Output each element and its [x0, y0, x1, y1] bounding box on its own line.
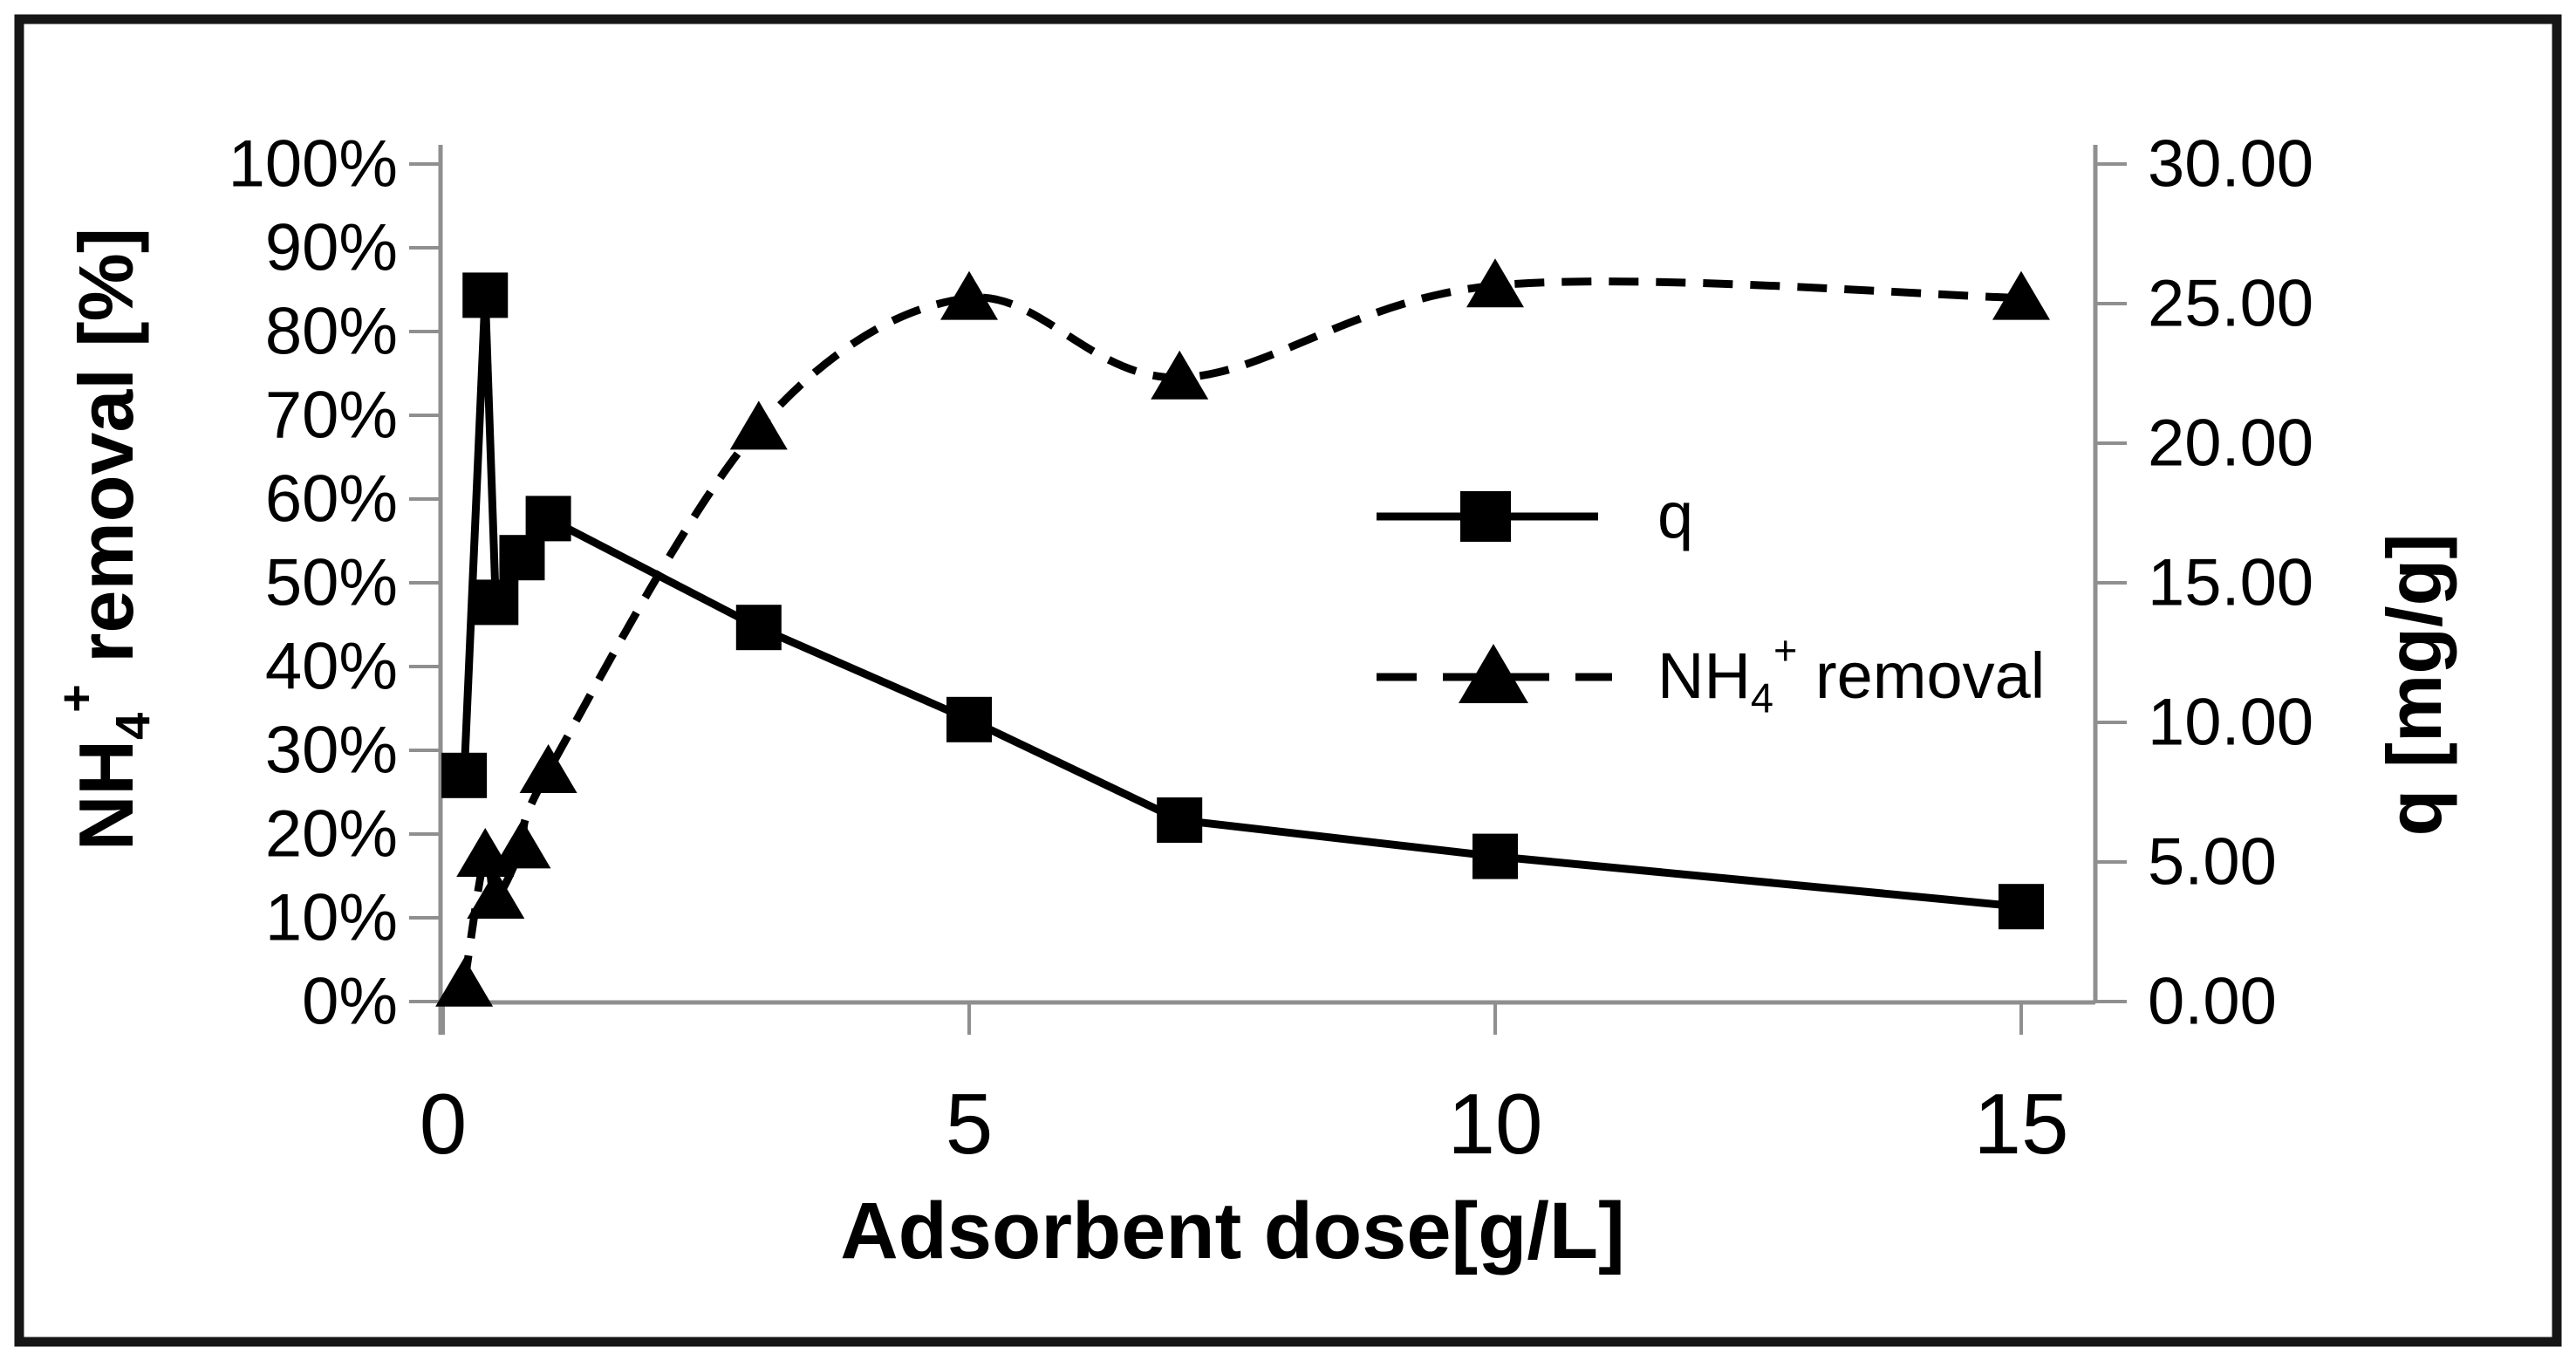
- left-tick-label: 90%: [265, 211, 398, 285]
- q-marker: [1472, 833, 1518, 879]
- removal-marker: [435, 957, 494, 1007]
- x-axis-title: Adsorbent dose[g/L]: [840, 1187, 1625, 1276]
- removal-marker: [467, 870, 525, 919]
- left-tick-label: 100%: [229, 127, 398, 202]
- q-marker: [946, 696, 992, 742]
- right-tick-label: 30.00: [2148, 127, 2313, 202]
- q-line: [460, 295, 2022, 911]
- removal-marker: [940, 270, 998, 320]
- ticks-group: [409, 162, 2127, 1035]
- removal-marker: [519, 744, 577, 793]
- label-part: 4: [105, 713, 160, 740]
- left-tick-label: 10%: [265, 881, 398, 955]
- label-part: removal: [1797, 639, 2045, 712]
- right-tick-label: 0.00: [2148, 965, 2277, 1039]
- legend-item-q: q: [1377, 479, 1693, 551]
- right-tick-label: 10.00: [2148, 686, 2313, 760]
- removal-marker: [1151, 350, 1209, 400]
- label-part: q: [1657, 479, 1693, 551]
- label-part: 4: [1751, 674, 1773, 721]
- legend-triangle-marker-icon: [1459, 644, 1528, 703]
- label-part: NH: [1657, 639, 1751, 712]
- q-marker: [525, 496, 571, 542]
- right-tick-label: 20.00: [2148, 407, 2313, 481]
- legend-square-marker-icon: [1460, 491, 1511, 542]
- left-tick-label: 0%: [302, 965, 398, 1039]
- left-tick-label: 20%: [265, 797, 398, 872]
- right-tick-label: 15.00: [2148, 546, 2313, 620]
- left-tick-label: 70%: [265, 379, 398, 453]
- right-tick-label: 25.00: [2148, 267, 2313, 341]
- x-tick-label: 15: [1973, 1076, 2068, 1172]
- x-tick-label: 10: [1447, 1076, 1542, 1172]
- q-marker: [473, 579, 519, 626]
- removal-marker: [1992, 270, 2050, 320]
- legend-label: NH4+ removal: [1657, 627, 2045, 722]
- left-tick-label: 80%: [265, 295, 398, 369]
- left-tick-label: 50%: [265, 546, 398, 620]
- q-marker: [499, 535, 545, 581]
- left-tick-label: 40%: [265, 630, 398, 704]
- left-axis-title: NH4+ removal [%]: [48, 228, 160, 851]
- axes-group: [438, 145, 2098, 1035]
- removal-marker: [493, 819, 551, 869]
- label-part: +: [1773, 627, 1797, 674]
- q-marker: [441, 752, 488, 798]
- legend-label: q: [1657, 479, 1693, 551]
- x-tick-label: 0: [420, 1076, 468, 1172]
- series-q: [441, 272, 2044, 930]
- removal-marker: [1466, 258, 1524, 308]
- q-marker: [735, 605, 782, 651]
- label-part: +: [48, 684, 103, 713]
- removal-marker: [729, 400, 788, 450]
- right-axis-title: q [mg/g]: [2371, 533, 2457, 836]
- label-part: removal [%]: [63, 228, 149, 684]
- series-removal: [435, 258, 2050, 1007]
- legend-item-removal: NH4+ removal: [1377, 627, 2045, 722]
- label-part: NH: [63, 740, 149, 851]
- x-tick-label: 5: [946, 1076, 994, 1172]
- q-marker: [1157, 797, 1203, 843]
- right-tick-label: 5.00: [2148, 825, 2277, 899]
- q-marker: [462, 272, 509, 318]
- q-marker: [1999, 884, 2044, 930]
- figure-border: [14, 14, 2562, 1347]
- left-tick-label: 30%: [265, 714, 398, 788]
- left-tick-label: 60%: [265, 462, 398, 537]
